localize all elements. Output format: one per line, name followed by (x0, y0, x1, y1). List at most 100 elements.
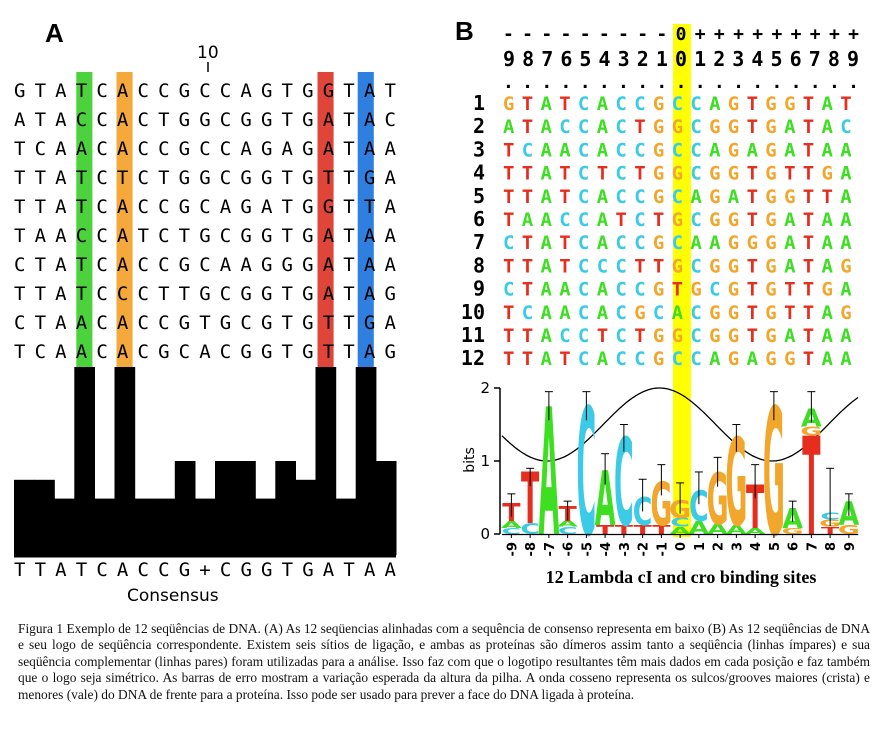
column-highlight-17 (357, 72, 374, 367)
aligned-sequence-row: GTATCACCGCCAGTGGTAT (14, 80, 396, 102)
aligned-sequence-row: CTAACACCGTGCGTGTTGA (14, 312, 396, 334)
logo-x-tick-label: 2 (712, 542, 727, 551)
aligned-sequence-row: CTATCACCGCAAGGGATAA (14, 254, 396, 276)
consensus-bar (355, 367, 377, 555)
logo-x-tick-label: 5 (768, 542, 783, 551)
row-number: 5 (473, 184, 485, 208)
row-number: 2 (473, 114, 485, 138)
logo-x-tick-label: 7 (805, 542, 820, 551)
logo-x-tick-label: 3 (730, 542, 745, 551)
logo-letter: T (633, 523, 652, 537)
aligned-sequence-row: TCAACACGCACGGTGTTAG (14, 341, 396, 363)
sequence-rows: 1 G T A T C A C C G C C A G T G G T A T 2 A T A C C A C T G G C G G T G A T A C… (461, 91, 852, 370)
consensus-bar (275, 461, 296, 555)
panel-b: B ---------0+++++++++ 987654321012345678… (455, 16, 860, 587)
row-number: 7 (473, 230, 485, 254)
logo-letter: G (650, 470, 672, 540)
consensus-bar (174, 461, 196, 555)
position-dots: ................... (503, 72, 859, 93)
logo-letter: T (821, 525, 840, 537)
logo-letter: C (670, 516, 690, 530)
logo-letter: T (746, 473, 764, 543)
logo-letter: A (707, 522, 728, 538)
center-highlight (673, 24, 691, 537)
row-number: 9 (473, 277, 485, 301)
logo-letter: T (521, 460, 539, 541)
panel-b-label: B (455, 16, 474, 46)
consensus-bar (94, 498, 116, 555)
row-number: 6 (473, 207, 485, 231)
ruler-label: 10 (197, 43, 219, 63)
logo-letter: C (577, 372, 597, 576)
row-number: 3 (473, 137, 485, 161)
logo-x-tick-label: -6 (562, 542, 577, 556)
consensus-bar (34, 479, 55, 555)
figure-caption: Figura 1 Exemplo de 12 seqüências de DNA… (18, 621, 870, 702)
row-number: 10 (461, 300, 485, 324)
logo-letter: A (670, 525, 691, 537)
logo-x-tick-label: 6 (787, 542, 802, 551)
logo-x-tick-label: 1 (693, 542, 708, 551)
logo-x-tick-label: 9 (843, 542, 858, 551)
consensus-bar (114, 367, 136, 555)
consensus-label: Consensus (127, 586, 219, 606)
consensus-bar (295, 479, 317, 555)
aligned-sequence-row: TTATCACCGCAGATGGTTA (14, 196, 396, 218)
consensus-bars (14, 367, 397, 555)
logo-x-tick-label: -7 (543, 542, 558, 556)
logo-x-tick-label: -5 (580, 542, 595, 556)
aligned-sequence-row: TTATCTCTGGCGGTGTTGA (14, 167, 396, 189)
aligned-sequence-row: ATACCACTGGCGGTGATAC (14, 109, 396, 131)
row-number: 4 (473, 161, 485, 185)
consensus-bar (235, 461, 256, 555)
consensus-bar (134, 498, 156, 555)
consensus-bar (255, 498, 276, 555)
cosine-wave (501, 387, 859, 462)
consensus-bar (54, 498, 75, 555)
logo-letter: A (745, 527, 767, 536)
row-number: 8 (473, 253, 485, 277)
aligned-sequence-row: TCAACACCGCCAGAGATAA (14, 138, 396, 160)
column-highlight-15 (317, 72, 334, 367)
logo-letter: A (501, 519, 522, 531)
column-highlight-5 (116, 72, 133, 367)
logo-y-tick-label: 2 (480, 379, 490, 397)
logo-letter: A (539, 372, 560, 576)
consensus-bar (74, 367, 95, 555)
consensus-bar (375, 461, 397, 555)
logo-x-tick-label: 0 (674, 542, 689, 551)
logo-letter: C (633, 489, 653, 534)
logo-x-tick-label: -3 (618, 542, 633, 556)
logo-x-tick-label: 8 (824, 542, 839, 551)
logo-letter: A (557, 519, 579, 528)
logo-x-tick-label: -8 (524, 542, 539, 556)
logo-letter: A (689, 518, 710, 539)
logo-x-tick-label: -9 (505, 542, 520, 556)
consensus-bar (335, 498, 357, 555)
logo-letter: C (558, 525, 578, 537)
column-highlight-3 (76, 72, 93, 367)
logo-letter: G (782, 527, 804, 536)
logo-letter: G (763, 372, 785, 576)
logo-x-tick-label: 4 (749, 542, 764, 551)
aligned-sequence-row: TAACCATCTGCGGTGATAA (14, 225, 396, 247)
consensus-sequence: TTATCACCG+CGGTGATAA (14, 559, 397, 581)
logo-letter: C (502, 527, 522, 536)
consensus-bar (215, 461, 236, 555)
logo-letter: C (520, 521, 540, 538)
logo-x-tick-label: -4 (599, 542, 614, 556)
logo-letter: A (726, 523, 747, 537)
aligned-sequence-row: TTATCCCTTGCGGTGATAG (14, 283, 396, 305)
consensus-bar (154, 498, 176, 555)
aligned-sequences: GTATCACCGCCAGTGGTAT ATACCACTGGCGGTGATAC TC… (14, 80, 396, 363)
panel-a-label: A (45, 18, 64, 48)
logo-y-tick-label: 0 (480, 525, 490, 543)
